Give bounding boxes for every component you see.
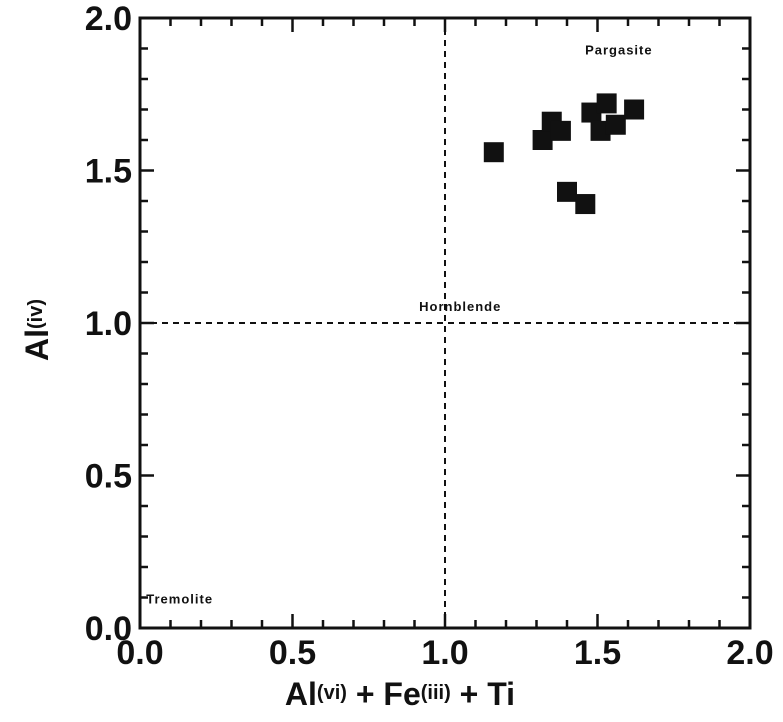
region-labels: Pargasite Hornblende Tremolite <box>146 43 653 607</box>
region-label-tremolite: Tremolite <box>146 592 213 607</box>
y-tick-label: 0.0 <box>85 610 132 648</box>
y-tick-label: 1.5 <box>85 153 132 191</box>
y-axis-title: Al(iv) <box>19 299 55 361</box>
y-tick-label: 1.0 <box>85 305 132 343</box>
data-point <box>596 93 617 114</box>
axis-title-part: + Ti <box>451 676 515 712</box>
x-tick-label: 0.0 <box>116 634 163 672</box>
axis-title-superscript: (vi) <box>317 682 347 704</box>
data-point <box>590 120 611 141</box>
data-point <box>483 142 504 163</box>
data-point <box>550 120 571 141</box>
data-points <box>483 93 645 215</box>
x-tick-label: 1.5 <box>574 634 621 672</box>
y-tick-label: 2.0 <box>85 0 132 38</box>
axis-title-part: Al <box>285 676 317 712</box>
x-tick-label: 0.5 <box>269 634 316 672</box>
data-point <box>605 114 626 135</box>
y-tick-label: 0.5 <box>85 458 132 496</box>
tick-labels: 0.0 0.5 1.0 1.5 2.0 0.0 0.5 1.0 1.5 2.0 <box>85 0 774 672</box>
axis-ticks <box>138 16 752 630</box>
region-label-hornblende: Hornblende <box>419 299 501 314</box>
data-point <box>581 102 602 123</box>
x-axis-title: Al(vi) + Fe(iii) + Ti <box>285 676 515 712</box>
data-point <box>532 130 553 150</box>
axis-title-superscript: (iii) <box>421 682 451 704</box>
data-point <box>557 181 577 202</box>
x-tick-label: 2.0 <box>726 634 773 672</box>
data-point <box>624 99 645 120</box>
axis-title-part: + Fe <box>347 676 421 712</box>
x-tick-label: 1.0 <box>421 634 468 672</box>
axis-title-superscript: (iv) <box>25 299 47 329</box>
data-point <box>575 194 596 215</box>
axis-title-part: Al <box>19 329 55 361</box>
reference-lines <box>140 18 750 628</box>
region-label-pargasite: Pargasite <box>585 43 653 58</box>
